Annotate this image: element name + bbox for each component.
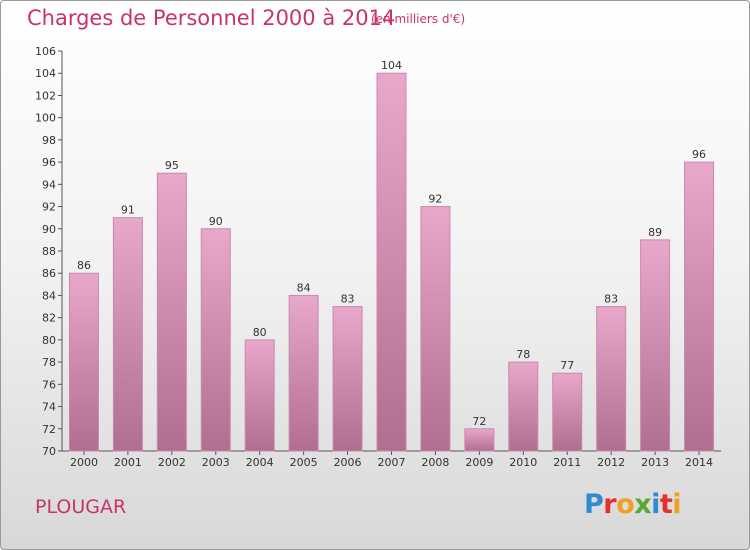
y-tick-label: 84 bbox=[42, 289, 56, 302]
x-tick-label-2005: 2005 bbox=[290, 456, 318, 469]
bar-2012 bbox=[596, 306, 627, 452]
y-tick-label: 106 bbox=[35, 45, 56, 58]
data-label-2009: 72 bbox=[472, 415, 486, 428]
bar-2007 bbox=[376, 72, 407, 452]
bar-2013 bbox=[640, 239, 671, 452]
x-tick-label-2004: 2004 bbox=[246, 456, 274, 469]
logo-letter: i bbox=[651, 489, 660, 520]
x-tick-label-2008: 2008 bbox=[421, 456, 449, 469]
y-tick-label: 104 bbox=[35, 67, 56, 80]
data-label-2000: 86 bbox=[77, 259, 91, 272]
y-tick-label: 70 bbox=[42, 445, 56, 458]
data-label-2013: 89 bbox=[648, 226, 662, 239]
y-tick-label: 102 bbox=[35, 89, 56, 102]
logo-letter: t bbox=[659, 489, 673, 520]
bar-2005 bbox=[288, 294, 319, 452]
data-label-2002: 95 bbox=[165, 159, 179, 172]
y-tick-label: 98 bbox=[42, 134, 56, 147]
data-label-2012: 83 bbox=[604, 293, 618, 306]
x-tick-label-2006: 2006 bbox=[334, 456, 362, 469]
chart-title: Charges de Personnel 2000 à 2014 bbox=[27, 6, 396, 30]
logo-letter: P bbox=[584, 489, 604, 520]
data-label-2003: 90 bbox=[209, 215, 223, 228]
bar-2004 bbox=[244, 339, 275, 452]
data-label-2007: 104 bbox=[381, 59, 402, 72]
labels-layer: 2000 86 2001 91 2002 95 2003 90 2004 80 2005 84 2006… bbox=[70, 59, 713, 469]
y-tick-label: 94 bbox=[42, 178, 56, 191]
bar-2008 bbox=[420, 206, 451, 452]
x-tick-label-2001: 2001 bbox=[114, 456, 142, 469]
proxiti-logo[interactable]: Proxiti bbox=[584, 489, 682, 520]
y-tick-label: 72 bbox=[42, 423, 56, 436]
y-tick-label: 92 bbox=[42, 201, 56, 214]
bar-2010 bbox=[508, 361, 539, 452]
y-tick-label: 100 bbox=[35, 112, 56, 125]
y-tick-label: 96 bbox=[42, 156, 56, 169]
x-tick-label-2010: 2010 bbox=[509, 456, 537, 469]
y-tick-label: 88 bbox=[42, 245, 56, 258]
x-tick-label-2013: 2013 bbox=[641, 456, 669, 469]
bar-2006 bbox=[332, 306, 363, 452]
data-label-2005: 84 bbox=[297, 281, 311, 294]
logo-letter: r bbox=[603, 489, 617, 520]
data-label-2014: 96 bbox=[692, 148, 706, 161]
y-tick-label: 90 bbox=[42, 223, 56, 236]
data-label-2011: 77 bbox=[560, 359, 574, 372]
data-label-2008: 92 bbox=[428, 193, 442, 206]
y-tick-label: 82 bbox=[42, 312, 56, 325]
y-tick-label: 86 bbox=[42, 267, 56, 280]
data-label-2001: 91 bbox=[121, 204, 135, 217]
bar-2001 bbox=[112, 217, 143, 452]
logo-letter: x bbox=[634, 489, 652, 520]
x-tick-label-2011: 2011 bbox=[553, 456, 581, 469]
data-label-2006: 83 bbox=[341, 293, 355, 306]
x-tick-label-2012: 2012 bbox=[597, 456, 625, 469]
x-tick-label-2014: 2014 bbox=[685, 456, 713, 469]
x-tick-label-2002: 2002 bbox=[158, 456, 186, 469]
logo-letter: i bbox=[672, 489, 682, 520]
location-label: PLOUGAR bbox=[35, 496, 127, 518]
y-tick-label: 80 bbox=[42, 334, 56, 347]
bar-2014 bbox=[684, 161, 715, 452]
y-tick-label: 76 bbox=[42, 378, 56, 391]
logo-letter: o bbox=[616, 489, 635, 520]
bar-2000 bbox=[68, 272, 99, 452]
x-tick-label-2003: 2003 bbox=[202, 456, 230, 469]
data-label-2004: 80 bbox=[253, 326, 267, 339]
x-tick-label-2009: 2009 bbox=[465, 456, 493, 469]
bars-layer bbox=[68, 72, 715, 452]
bar-2003 bbox=[200, 228, 231, 452]
data-label-2010: 78 bbox=[516, 348, 530, 361]
y-tick-label: 74 bbox=[42, 401, 56, 414]
y-tick-label: 78 bbox=[42, 356, 56, 369]
bar-2002 bbox=[156, 172, 187, 452]
x-tick-label-2007: 2007 bbox=[378, 456, 406, 469]
bar-2011 bbox=[552, 372, 583, 452]
chart-subtitle: (en milliers d'€) bbox=[371, 12, 466, 26]
x-tick-label-2000: 2000 bbox=[70, 456, 98, 469]
axis-layer: 70 72 74 76 78 80 82 84 86 88 90 92 94 96 98 100 102 104 1… bbox=[35, 45, 721, 458]
bar-2009 bbox=[464, 428, 495, 452]
